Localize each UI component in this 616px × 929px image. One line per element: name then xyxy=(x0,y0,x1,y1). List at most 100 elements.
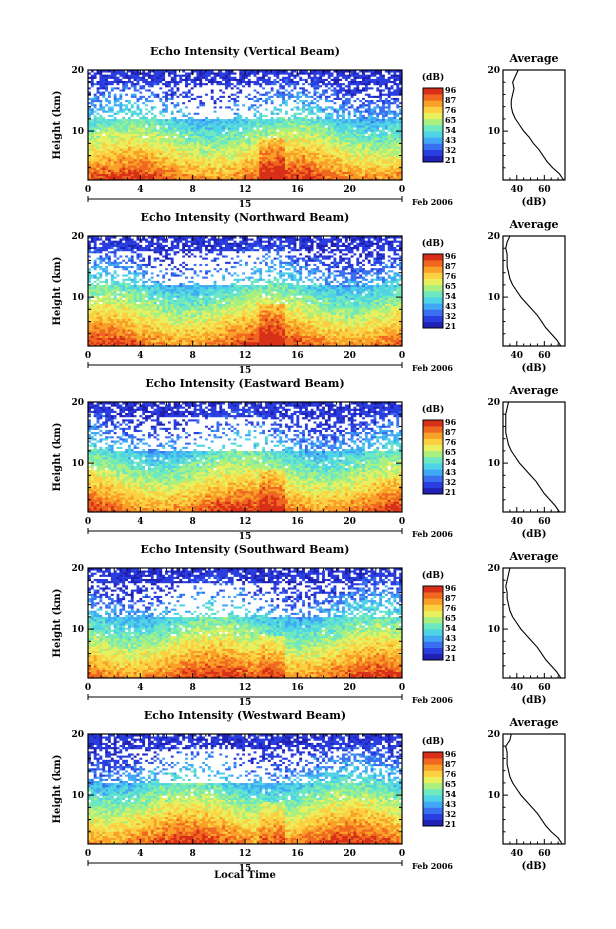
heatmap-cell xyxy=(342,160,346,164)
heatmap-cell xyxy=(193,133,197,136)
heatmap-cell xyxy=(296,133,300,136)
heatmap-cell xyxy=(310,150,314,153)
heatmap-cell xyxy=(319,139,323,143)
heatmap-cell xyxy=(302,148,306,151)
heatmap-cell xyxy=(304,156,309,160)
heatmap-cell xyxy=(145,146,149,149)
heatmap-cell xyxy=(362,154,366,158)
heatmap-cell xyxy=(342,156,346,160)
heatmap-cell xyxy=(284,139,289,143)
heatmap-cell xyxy=(387,150,391,153)
heatmap-cell xyxy=(276,163,280,166)
heatmap-cell xyxy=(339,148,343,151)
heatmap-cell xyxy=(227,171,232,175)
heatmap-cell xyxy=(279,173,283,177)
heatmap-cell xyxy=(96,160,100,164)
heatmap-cell xyxy=(179,171,183,175)
heatmap-cell xyxy=(259,165,263,168)
heatmap-cell xyxy=(179,137,183,141)
heatmap-cell xyxy=(105,171,109,175)
heatmap-cell xyxy=(350,165,354,168)
heatmap-cell xyxy=(319,133,323,136)
heatmap-cell xyxy=(227,156,232,160)
heatmap-cell xyxy=(107,131,112,134)
heatmap-cell xyxy=(339,169,343,172)
heatmap-cell xyxy=(396,148,400,151)
heatmap-cell xyxy=(302,144,306,147)
heatmap-cell xyxy=(333,148,337,151)
heatmap-cell xyxy=(282,139,286,143)
heatmap-cell xyxy=(373,169,377,172)
heatmap-cell xyxy=(179,177,183,181)
heatmap-cell xyxy=(364,154,369,158)
heatmap-cell xyxy=(379,169,383,172)
heatmap-cell xyxy=(304,144,309,147)
heatmap-cell xyxy=(382,169,386,172)
heatmap-cell xyxy=(199,169,203,172)
heatmap-cell xyxy=(116,144,120,147)
heatmap-cell xyxy=(90,141,95,145)
heatmap-cell xyxy=(170,135,175,139)
heatmap-cell xyxy=(230,152,234,156)
heatmap-cell xyxy=(219,131,223,134)
heatmap-cell xyxy=(270,156,274,160)
heatmap-cell xyxy=(119,129,123,132)
heatmap-cell xyxy=(153,175,157,179)
heatmap-cell xyxy=(287,167,292,170)
heatmap-cell xyxy=(116,148,120,151)
heatmap-cell xyxy=(150,146,155,149)
heatmap-cell xyxy=(159,146,163,149)
heatmap-cell xyxy=(90,137,95,141)
heatmap-cell xyxy=(107,139,112,143)
heatmap-cell xyxy=(210,146,214,149)
heatmap-cell xyxy=(347,150,352,153)
heatmap-cell xyxy=(125,139,129,143)
heatmap-cell xyxy=(230,171,234,175)
heatmap-cell xyxy=(299,146,303,149)
heatmap-cell xyxy=(225,139,229,143)
heatmap-cell xyxy=(310,163,314,166)
heatmap-cell xyxy=(173,163,177,166)
heatmap-cell xyxy=(102,129,106,132)
heatmap-cell xyxy=(373,171,377,175)
heatmap-cell xyxy=(347,167,352,170)
heatmap-cell xyxy=(350,141,354,145)
heatmap-cell xyxy=(105,141,109,145)
heatmap-cell xyxy=(333,146,337,149)
heatmap-cell xyxy=(147,150,152,153)
heatmap-cell xyxy=(153,150,157,153)
heatmap-cell xyxy=(342,146,346,149)
heatmap-cell xyxy=(207,171,212,175)
heatmap-cell xyxy=(242,135,246,139)
heatmap-cell xyxy=(313,135,317,139)
heatmap-cell xyxy=(125,175,129,179)
heatmap-cell xyxy=(399,150,403,153)
heatmap-cell xyxy=(362,177,366,181)
heatmap-cell xyxy=(262,167,266,170)
heatmap-cell xyxy=(304,146,309,149)
heatmap-cell xyxy=(99,133,103,136)
heatmap-cell xyxy=(239,160,243,164)
heatmap-cell xyxy=(379,171,383,175)
heatmap-cell xyxy=(182,139,186,143)
heatmap-cell xyxy=(165,146,169,149)
heatmap-cell xyxy=(382,163,386,166)
heatmap-cell xyxy=(185,177,189,181)
heatmap-cell xyxy=(373,133,377,136)
heatmap-cell xyxy=(159,171,163,175)
heatmap-cell xyxy=(313,150,317,153)
heatmap-cell xyxy=(179,150,183,153)
heatmap-cell xyxy=(90,146,95,149)
heatmap-cell xyxy=(399,146,403,149)
heatmap-cell xyxy=(133,154,137,158)
heatmap-cell xyxy=(376,133,380,136)
heatmap-cell xyxy=(290,160,294,164)
heatmap-cell xyxy=(362,133,366,136)
heatmap-cell xyxy=(176,141,180,145)
heatmap-cell xyxy=(105,177,109,181)
heatmap-cell xyxy=(165,152,169,156)
heatmap-cell xyxy=(122,150,126,153)
heatmap-cell xyxy=(182,137,186,141)
heatmap-cell xyxy=(299,133,303,136)
heatmap-cell xyxy=(110,158,115,162)
